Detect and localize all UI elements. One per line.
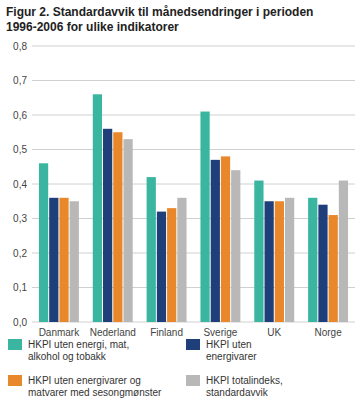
grid-line [32, 287, 355, 288]
text-line: standardavvik [206, 387, 269, 398]
y-tick-label: 0,4 [13, 179, 27, 190]
legend-label: HKPI utenenergivarer [206, 339, 257, 362]
y-tick-label: 0,1 [13, 282, 27, 293]
legend-swatch [186, 339, 200, 350]
y-tick-label: 0,6 [13, 110, 27, 121]
bar [275, 201, 284, 322]
grid-line [32, 80, 355, 81]
grid-line [32, 46, 355, 47]
legend-swatch [8, 375, 22, 386]
legend-swatch [8, 339, 22, 350]
grid-line [32, 115, 355, 116]
bar [308, 198, 317, 322]
bar [211, 160, 220, 322]
bar [49, 198, 58, 322]
grid-line [32, 253, 355, 254]
x-tick-label: Finland [150, 327, 183, 338]
text-line: alkohol og tobakk [28, 351, 107, 362]
bar [254, 181, 263, 322]
x-tick-label: UK [267, 327, 281, 338]
y-tick-label: 0,8 [13, 41, 27, 52]
grid-line [32, 322, 355, 323]
text-line: HKPI uten energivarer og [28, 375, 141, 386]
text-line: HKPI uten energi, mat, [28, 339, 129, 350]
y-tick-label: 0,2 [13, 248, 27, 259]
text-line: 1996-2006 for ulike indikatorer [6, 20, 179, 34]
text-line: HKPI totalindeks, [206, 375, 283, 386]
grid-line [32, 218, 355, 219]
legend-label: HKPI totalindeks,standardavvik [206, 375, 283, 398]
x-tick-label: Nederland [90, 327, 136, 338]
text-line: matvarer med sesongmønster [28, 387, 162, 398]
bar [93, 94, 102, 322]
bar [167, 208, 176, 322]
bar [113, 132, 122, 322]
bar [177, 198, 186, 322]
bar [265, 201, 274, 322]
bars [39, 94, 348, 322]
text-line: energivarer [206, 351, 257, 362]
legend-label: HKPI uten energi, mat,alkohol og tobakk [28, 339, 129, 362]
bar [39, 163, 48, 322]
legend-swatch [186, 375, 200, 386]
title: Figur 2. Standardavvik til månedsendring… [6, 5, 313, 34]
bar [285, 198, 294, 322]
legend: HKPI uten energi, mat,alkohol og tobakkH… [8, 339, 283, 398]
bar [339, 181, 348, 322]
y-tick-label: 0,7 [13, 75, 27, 86]
bar [157, 212, 166, 322]
bar [70, 201, 79, 322]
x-tick-label: Norge [314, 327, 342, 338]
x-tick-label: Sverige [203, 327, 237, 338]
bar [147, 177, 156, 322]
bar [329, 215, 338, 322]
x-tick-label: Danmark [39, 327, 81, 338]
grid-line [32, 184, 355, 185]
y-tick-label: 0,0 [13, 317, 27, 328]
bar [221, 156, 230, 322]
y-tick-label: 0,5 [13, 144, 27, 155]
text-line: Figur 2. Standardavvik til månedsendring… [6, 5, 313, 19]
bar [103, 129, 112, 322]
bar [318, 205, 327, 322]
bar [123, 139, 132, 322]
bar [200, 112, 209, 322]
y-tick-label: 0,3 [13, 213, 27, 224]
grid-line [32, 149, 355, 150]
bar [231, 170, 240, 322]
chart: Figur 2. Standardavvik til månedsendring… [0, 0, 363, 420]
bar [59, 198, 68, 322]
legend-label: HKPI uten energivarer ogmatvarer med ses… [28, 375, 162, 398]
text-line: HKPI uten [206, 339, 252, 350]
